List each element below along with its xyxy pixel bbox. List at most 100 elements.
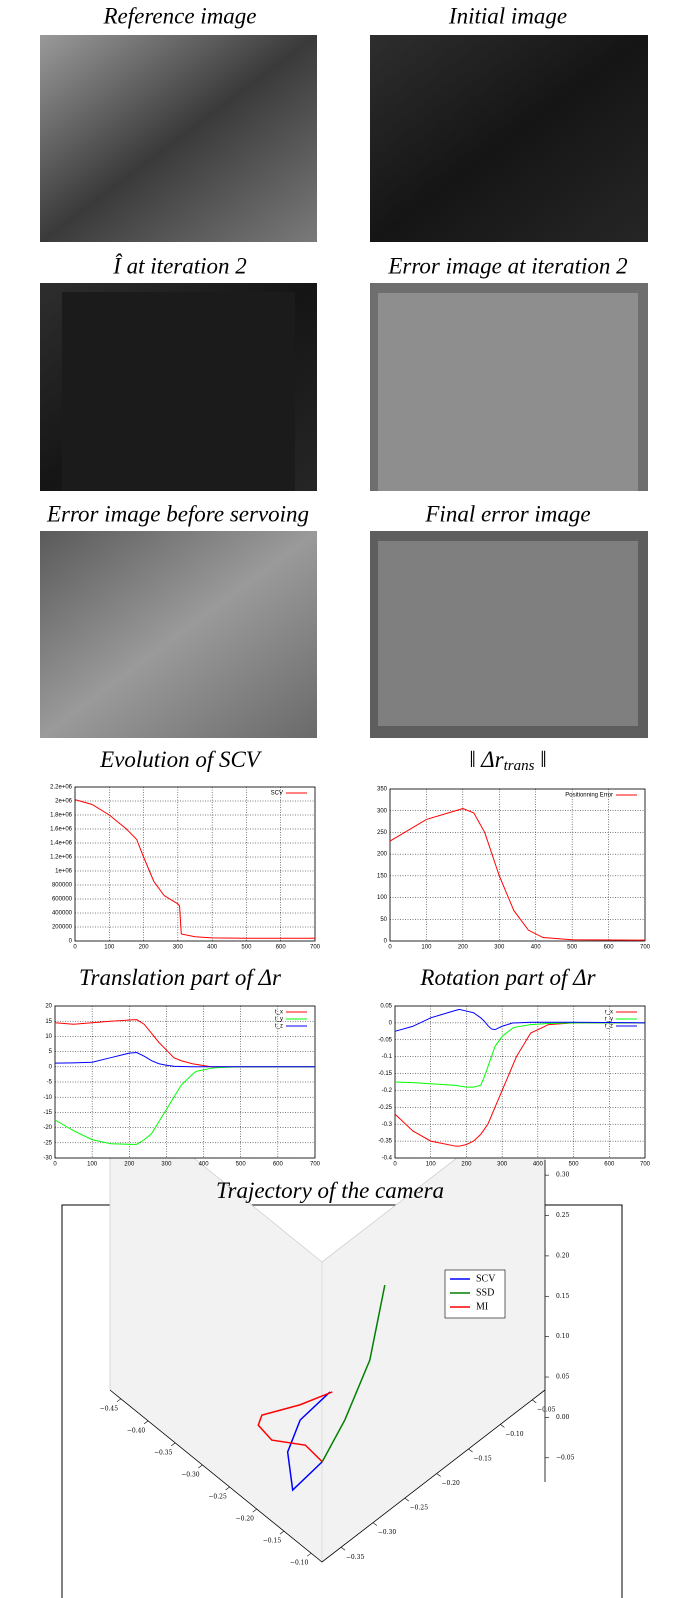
legend-label: SSD (476, 1287, 494, 1298)
legend-label: r_x (605, 1010, 613, 1016)
x-tick-label: 100 (421, 945, 432, 951)
axis-base (109, 1389, 546, 1563)
x-tick-label: −0.35 (154, 1449, 173, 1456)
trajectory (257, 1391, 333, 1463)
x-tick (306, 1552, 312, 1557)
x-tick-label: 400 (531, 945, 542, 951)
x-tick-label: 700 (640, 945, 651, 951)
y-tick-label: −0.25 (410, 1505, 429, 1512)
x-tick-label: 100 (87, 1162, 98, 1168)
y-tick-label: 150 (377, 873, 388, 879)
title-text: ‖ Δr (469, 747, 504, 772)
x-tick-label: 500 (567, 945, 578, 951)
x-tick-label: −0.30 (181, 1471, 200, 1478)
z-tick-label: 0.25 (556, 1212, 570, 1219)
y-tick (500, 1424, 505, 1428)
image-title: Initial image (448, 3, 567, 28)
y-tick (532, 1399, 537, 1404)
data-line (74, 799, 315, 939)
y-tick-label: 300 (377, 808, 388, 814)
error-image-inner (378, 293, 638, 491)
y-tick-label: -0.05 (378, 1037, 392, 1043)
y-tick-label: -0.4 (382, 1156, 393, 1162)
y-tick-label: 0 (69, 939, 73, 945)
y-tick-label: -20 (43, 1125, 52, 1131)
y-tick-label: 10 (45, 1034, 52, 1040)
legend-label: t_z (275, 1024, 283, 1030)
y-tick-label: 1.6e+06 (50, 827, 73, 833)
y-tick-label: 1.2e+06 (50, 855, 73, 861)
y-tick-label: −0.35 (346, 1554, 365, 1561)
y-tick-label: -0.2 (382, 1088, 393, 1094)
y-tick-label: -0.25 (378, 1105, 392, 1111)
legend-label: r_z (605, 1024, 613, 1030)
estimated-image-inner (62, 292, 295, 491)
x-tick-label: 0 (388, 945, 392, 951)
title-text: Translation part of Δr (79, 965, 282, 990)
y-tick-label: −0.15 (473, 1455, 492, 1462)
y-tick-label: 0.05 (380, 1004, 392, 1010)
data-line (389, 808, 646, 941)
legend-label: t_y (275, 1017, 283, 1023)
x-tick-label: −0.10 (290, 1560, 309, 1567)
y-tick-label: 2e+06 (55, 799, 73, 805)
image-title: Reference image (102, 3, 256, 28)
x-tick-label: 200 (124, 1162, 135, 1168)
x-tick-label: 600 (604, 945, 615, 951)
legend-label: SCV (271, 791, 283, 797)
x-tick-label: 400 (199, 1162, 210, 1168)
y-tick-label: -10 (43, 1095, 52, 1101)
x-tick-label: −0.25 (208, 1494, 227, 1501)
y-tick-label: -30 (43, 1156, 52, 1162)
chart-title: Evolution of SCV (99, 747, 263, 772)
data-line (54, 1066, 315, 1145)
legend-label: t_x (275, 1010, 283, 1016)
x-tick-label: 300 (497, 1162, 508, 1168)
image-title: Final error image (424, 501, 590, 526)
x-tick-label: 0 (53, 1162, 57, 1168)
title-subscript: trans (504, 758, 535, 774)
y-tick-label: -0.3 (382, 1122, 393, 1128)
x-tick-label: −0.15 (263, 1538, 282, 1545)
x-tick-label: 0 (393, 1162, 397, 1168)
x-tick (171, 1442, 176, 1447)
y-tick-label: 800000 (52, 883, 73, 889)
data-line (54, 1052, 315, 1068)
y-tick-label: 15 (45, 1019, 52, 1025)
x-tick-label: 500 (241, 945, 252, 951)
initial-image (370, 35, 648, 242)
image-title: Error image before servoing (46, 501, 309, 526)
z-tick-label: 0.30 (556, 1172, 570, 1179)
y-tick-label: 200 (377, 852, 388, 858)
trajectory (286, 1391, 331, 1492)
x-tick-label: 500 (236, 1162, 247, 1168)
y-tick-label: -0.15 (378, 1071, 392, 1077)
data-line (394, 1008, 646, 1032)
z-tick-label: 0.10 (556, 1333, 570, 1340)
x-tick (279, 1530, 285, 1535)
x-tick-label: 200 (461, 1162, 472, 1168)
pane-floor (110, 1090, 545, 1562)
chart-title: Trajectory of the camera (216, 1178, 444, 1203)
title-text: Evolution of SCV (99, 747, 263, 772)
y-tick-label: -15 (43, 1110, 52, 1116)
trajectory (321, 1284, 386, 1463)
y-tick-label: 350 (377, 787, 388, 793)
legend-label: r_y (605, 1017, 613, 1023)
y-tick-label: 20 (45, 1004, 52, 1010)
x-tick-label: 600 (604, 1162, 615, 1168)
z-tick-label: 0.20 (556, 1252, 570, 1259)
x-tick-label: −0.45 (100, 1405, 119, 1412)
x-tick-label: 600 (273, 1162, 284, 1168)
y-tick-label: 0 (384, 939, 388, 945)
x-tick-label: 700 (310, 1162, 321, 1168)
z-tick-label: 0.00 (556, 1414, 570, 1421)
legend-label: SCV (476, 1273, 496, 1284)
x-tick-label: 700 (310, 945, 321, 951)
chart-title: ‖ Δrtrans ‖ (469, 747, 546, 774)
image-title: Î at iteration 2 (112, 253, 247, 278)
x-tick-label: 600 (276, 945, 287, 951)
title-suffix: ‖ (534, 747, 546, 772)
chart-title: Translation part of Δr (79, 965, 282, 990)
